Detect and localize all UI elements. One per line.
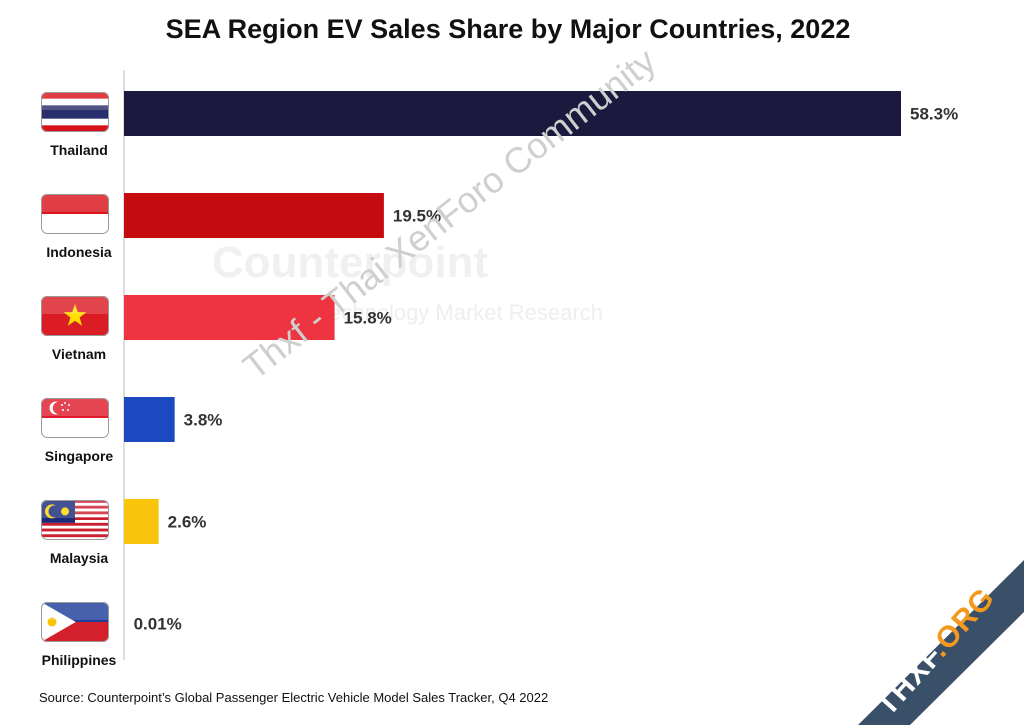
value-label-indonesia: 19.5% xyxy=(393,207,441,226)
bar-thailand xyxy=(124,91,901,136)
category-label-thailand: Thailand xyxy=(50,142,108,158)
value-label-philippines: 0.01% xyxy=(134,615,182,634)
malaysia-flag-icon xyxy=(41,500,109,540)
value-label-vietnam: 15.8% xyxy=(344,309,392,328)
thailand-flag-icon xyxy=(41,92,109,132)
category-label-singapore: Singapore xyxy=(45,448,114,464)
value-label-malaysia: 2.6% xyxy=(168,513,207,532)
philippines-flag-icon xyxy=(41,602,109,642)
chart-title: SEA Region EV Sales Share by Major Count… xyxy=(165,14,851,44)
vietnam-flag-icon xyxy=(41,296,109,336)
indonesia-flag-icon xyxy=(41,194,109,234)
bar-malaysia xyxy=(124,499,159,544)
bar-indonesia xyxy=(124,193,384,238)
category-label-vietnam: Vietnam xyxy=(52,346,106,362)
value-label-singapore: 3.8% xyxy=(184,411,223,430)
bar-singapore xyxy=(124,397,175,442)
value-label-thailand: 58.3% xyxy=(910,105,958,124)
bar-philippines xyxy=(124,601,125,646)
source-note: Source: Counterpoint’s Global Passenger … xyxy=(39,690,549,705)
counterpoint-watermark-logo: Counterpoint xyxy=(212,238,489,287)
category-label-malaysia: Malaysia xyxy=(50,550,109,566)
bar-vietnam xyxy=(124,295,335,340)
singapore-flag-icon xyxy=(41,398,109,438)
category-label-philippines: Philippines xyxy=(42,652,117,668)
counterpoint-watermark-subtitle: Technology Market Research xyxy=(318,300,603,325)
category-label-indonesia: Indonesia xyxy=(46,244,112,260)
